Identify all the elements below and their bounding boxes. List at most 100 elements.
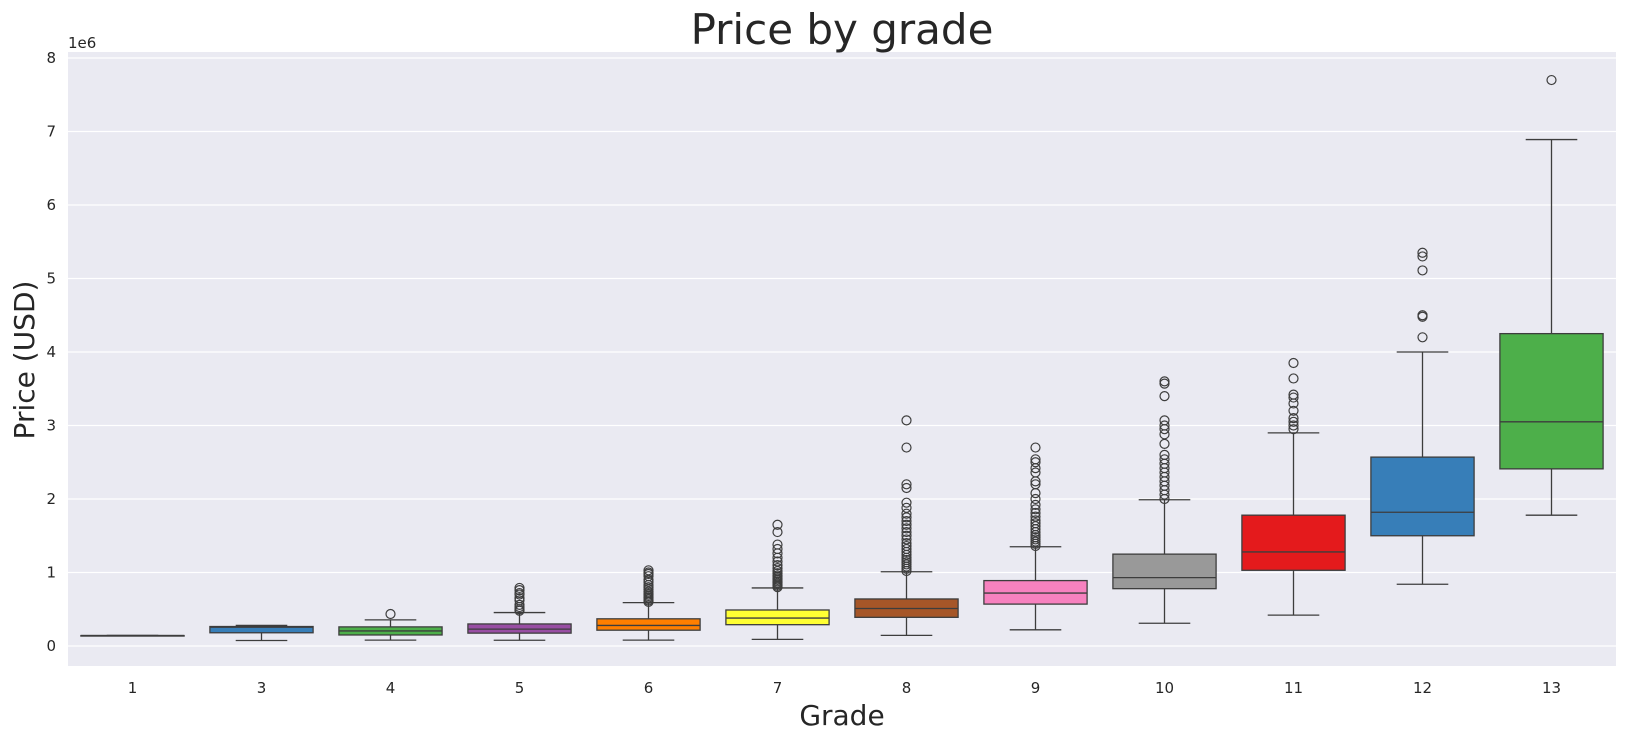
outlier-point <box>1417 251 1428 262</box>
outlier-point <box>514 599 525 610</box>
x-tick-label: 6 <box>644 679 654 697</box>
outlier-point <box>901 519 912 530</box>
x-tick-label: 12 <box>1413 679 1432 697</box>
outlier-point <box>1030 499 1041 510</box>
grid-lines <box>68 57 1616 647</box>
outlier-point <box>901 442 912 453</box>
outlier-point <box>1159 415 1170 426</box>
outlier-point <box>772 562 783 574</box>
box-body <box>983 579 1088 605</box>
outlier-point <box>1159 449 1170 460</box>
outlier-point <box>1288 405 1299 416</box>
outlier-point <box>901 515 912 527</box>
x-tick-label: 3 <box>257 679 267 697</box>
x-tick-label: 1 <box>128 679 138 697</box>
box-11 <box>1241 357 1346 616</box>
box-body <box>1112 553 1217 590</box>
box-6 <box>596 565 701 641</box>
y-tick-label: 5 <box>46 270 56 288</box>
x-axis-label: Grade <box>799 699 884 732</box>
outlier-point <box>901 479 912 490</box>
x-tick-label: 9 <box>1031 679 1041 697</box>
outlier-point <box>901 482 912 494</box>
outlier-point <box>1288 373 1299 384</box>
box-3 <box>209 624 314 642</box>
outlier-point <box>1030 442 1041 453</box>
outlier-point <box>1030 457 1041 468</box>
y-tick-label: 7 <box>46 123 56 141</box>
outlier-point <box>514 587 525 599</box>
plot-background <box>68 52 1616 666</box>
y-tick-label: 4 <box>46 343 56 361</box>
x-tick-labels: 1 3 4 5 6 7 8 9 10 11 12 13 <box>128 679 1561 697</box>
outlier-point <box>1030 493 1041 505</box>
outlier-point <box>1288 357 1299 369</box>
outlier-point <box>901 497 912 508</box>
outlier-point <box>514 593 525 604</box>
outlier-point <box>514 582 525 594</box>
outlier-point <box>1288 413 1299 424</box>
box-7 <box>725 519 830 641</box>
box-body <box>596 618 701 631</box>
outlier-point <box>1417 247 1428 258</box>
box-10 <box>1112 376 1217 624</box>
outlier-point <box>901 508 912 519</box>
outlier-point <box>1030 454 1041 465</box>
box-4 <box>338 608 443 641</box>
box-body <box>1241 514 1346 571</box>
boxes-group <box>80 74 1604 642</box>
x-tick-label: 4 <box>386 679 396 697</box>
y-tick-label: 1 <box>46 564 56 582</box>
box-body <box>1370 456 1475 537</box>
box-9 <box>983 442 1088 631</box>
outlier-point <box>772 539 783 550</box>
y-tick-labels: 0 1 2 3 4 5 6 7 8 <box>46 49 56 655</box>
outlier-point <box>1288 424 1299 435</box>
box-body <box>1499 332 1604 470</box>
outlier-point <box>1159 454 1170 465</box>
box-body <box>209 625 314 634</box>
outlier-point <box>1417 332 1428 343</box>
outlier-point <box>772 526 783 538</box>
outlier-point <box>1030 467 1041 478</box>
outlier-point <box>1159 376 1170 387</box>
outlier-point <box>1288 392 1299 403</box>
outlier-point <box>385 608 396 620</box>
outlier-point <box>901 537 912 549</box>
outlier-point <box>1546 74 1557 86</box>
outlier-point <box>1417 265 1428 276</box>
outlier-point <box>1030 515 1041 526</box>
outlier-point <box>1159 391 1170 402</box>
box-1 <box>80 634 185 637</box>
box-13 <box>1499 74 1604 516</box>
y-tick-label: 6 <box>46 196 56 214</box>
outlier-point <box>1159 420 1170 431</box>
outlier-point <box>1288 420 1299 431</box>
outlier-point <box>901 415 912 426</box>
y-tick-label: 2 <box>46 490 56 508</box>
outlier-point <box>1417 310 1428 321</box>
y-tick-label: 3 <box>46 417 56 435</box>
outlier-point <box>772 556 783 567</box>
outlier-point <box>901 502 912 513</box>
x-tick-label: 5 <box>515 679 525 697</box>
outlier-point <box>901 530 912 541</box>
y-multiplier-label: 1e6 <box>68 34 96 52</box>
outlier-point <box>643 565 654 576</box>
outlier-point <box>1030 504 1041 515</box>
outlier-point <box>772 560 783 571</box>
box-8 <box>854 415 959 636</box>
box-5 <box>467 582 572 641</box>
x-tick-label: 10 <box>1155 679 1174 697</box>
y-tick-label: 8 <box>46 49 56 67</box>
outlier-point <box>1288 416 1299 427</box>
outlier-point <box>901 526 912 538</box>
chart-title: Price by grade <box>691 5 994 54</box>
outlier-point <box>901 534 912 545</box>
box-12 <box>1370 247 1475 585</box>
outlier-point <box>772 519 783 530</box>
x-tick-label: 13 <box>1542 679 1561 697</box>
x-tick-label: 7 <box>773 679 783 697</box>
outlier-point <box>1030 507 1041 519</box>
